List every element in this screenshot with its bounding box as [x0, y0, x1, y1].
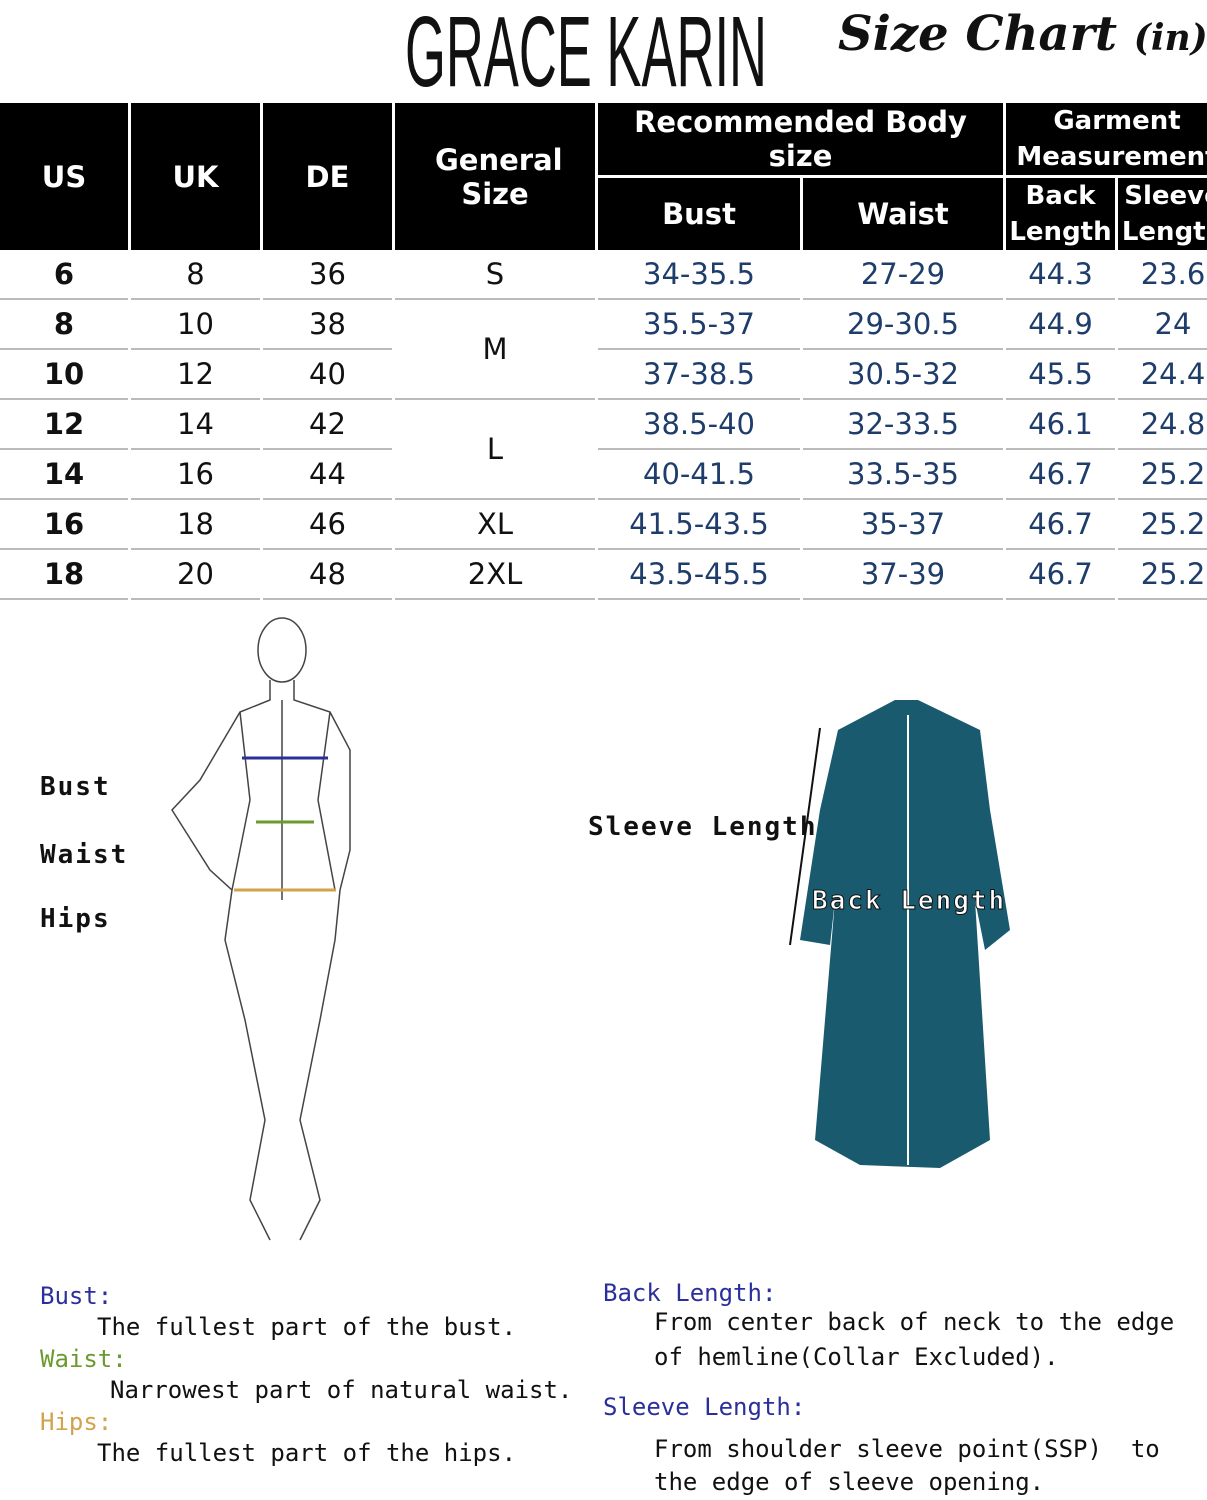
brand-text: GRACE KARIN [405, 0, 767, 96]
label-bust: Bust [40, 772, 111, 802]
def-waist-text: Narrowest part of natural waist. [110, 1376, 573, 1404]
def-hips-text: The fullest part of the hips. [97, 1439, 517, 1467]
cell-waist: 37-39 [803, 550, 1003, 600]
cell-bust: 38.5-40 [598, 400, 800, 450]
cell-de: 48 [263, 550, 392, 600]
table-row: 16 18 46 XL 41.5-43.5 35-37 46.7 25.2 [0, 500, 1207, 550]
cell-us: 14 [0, 450, 128, 500]
cell-uk: 20 [131, 550, 260, 600]
header-recommended: Recommended Body size [598, 100, 1003, 175]
cell-de: 44 [263, 450, 392, 500]
cell-back: 44.3 [1006, 250, 1115, 300]
table-row: 12 14 42 L 38.5-40 32-33.5 46.1 24.8 [0, 400, 1207, 500]
table-row: 10 12 40 37-38.5 30.5-32 45.5 24.4 [0, 350, 1207, 400]
cell-back: 44.9 [1006, 300, 1115, 350]
header-back-length: Back Length [1006, 175, 1115, 250]
cell-general: 2XL [395, 550, 595, 600]
cell-back: 46.7 [1006, 450, 1115, 500]
body-figure-icon [171, 617, 351, 1241]
label-waist: Waist [40, 840, 129, 870]
cell-waist: 29-30.5 [803, 300, 1003, 350]
cell-general: L [395, 400, 595, 500]
cell-uk: 12 [131, 350, 260, 400]
dress-icon [800, 700, 1010, 1168]
label-hips: Hips [40, 904, 111, 934]
cell-sleeve: 25.2 [1118, 550, 1207, 600]
cell-de: 42 [263, 400, 392, 450]
page-title: Size Chart (in) [838, 6, 1207, 62]
cell-waist: 32-33.5 [803, 400, 1003, 450]
brand-logo: GRACE KARIN [405, 0, 767, 96]
cell-us: 10 [0, 350, 128, 400]
cell-waist: 33.5-35 [803, 450, 1003, 500]
cell-sleeve: 24 [1118, 300, 1207, 350]
cell-uk: 10 [131, 300, 260, 350]
cell-waist: 30.5-32 [803, 350, 1003, 400]
def-bust-term: Bust: [40, 1282, 113, 1310]
def-hips-term: Hips: [40, 1408, 113, 1436]
cell-back: 46.7 [1006, 500, 1115, 550]
def-sleeve-text-1: From shoulder sleeve point(SSP) to [654, 1435, 1160, 1463]
cell-us: 8 [0, 300, 128, 350]
cell-back: 46.7 [1006, 550, 1115, 600]
cell-de: 46 [263, 500, 392, 550]
cell-us: 6 [0, 250, 128, 300]
cell-uk: 14 [131, 400, 260, 450]
cell-us: 18 [0, 550, 128, 600]
cell-back: 45.5 [1006, 350, 1115, 400]
label-back-length: Back Length [811, 886, 1007, 917]
cell-bust: 35.5-37 [598, 300, 800, 350]
table-row: 6 8 36 S 34-35.5 27-29 44.3 23.6 [0, 250, 1207, 300]
cell-bust: 37-38.5 [598, 350, 800, 400]
table-body: 6 8 36 S 34-35.5 27-29 44.3 23.6 8 10 38 M 35.5-37 29… [0, 250, 1207, 600]
cell-bust: 41.5-43.5 [598, 500, 800, 550]
cell-sleeve: 24.4 [1118, 350, 1207, 400]
cell-waist: 27-29 [803, 250, 1003, 300]
cell-general: M [395, 300, 595, 400]
cell-sleeve: 25.2 [1118, 500, 1207, 550]
table-row: 18 20 48 2XL 43.5-45.5 37-39 46.7 25.2 [0, 550, 1207, 600]
title-text: Size Chart [838, 6, 1118, 62]
illustrations [171, 617, 1010, 1241]
table-row: 14 16 44 40-41.5 33.5-35 46.7 25.2 [0, 450, 1207, 500]
cell-general: S [395, 250, 595, 300]
cell-de: 40 [263, 350, 392, 400]
label-sleeve-length: Sleeve Length [588, 812, 818, 842]
cell-uk: 18 [131, 500, 260, 550]
cell-sleeve: 23.6 [1118, 250, 1207, 300]
def-sleeve-term: Sleeve Length: [603, 1393, 806, 1421]
header-de: DE [263, 100, 392, 250]
header-waist: Waist [803, 175, 1003, 250]
cell-sleeve: 25.2 [1118, 450, 1207, 500]
header-garment: Garment Measurement [1006, 100, 1207, 175]
cell-uk: 16 [131, 450, 260, 500]
def-back-term: Back Length: [603, 1279, 777, 1307]
def-waist-term: Waist: [40, 1345, 127, 1373]
cell-bust: 43.5-45.5 [598, 550, 800, 600]
cell-de: 38 [263, 300, 392, 350]
table-row: 8 10 38 M 35.5-37 29-30.5 44.9 24 [0, 300, 1207, 400]
header-uk: UK [131, 100, 260, 250]
header-sleeve-length: Sleeve Length [1118, 175, 1207, 250]
sleeve-length-arrow [789, 727, 821, 946]
def-back-text-2: of hemline(Collar Excluded). [654, 1343, 1059, 1371]
def-bust-text: The fullest part of the bust. [97, 1313, 517, 1341]
def-back-text-1: From center back of neck to the edge [654, 1308, 1175, 1336]
cell-bust: 40-41.5 [598, 450, 800, 500]
cell-us: 12 [0, 400, 128, 450]
cell-bust: 34-35.5 [598, 250, 800, 300]
cell-sleeve: 24.8 [1118, 400, 1207, 450]
header-general-size: General Size [395, 100, 595, 250]
cell-back: 46.1 [1006, 400, 1115, 450]
size-table: US UK DE General Size Recommended Body s… [0, 100, 1207, 600]
def-sleeve-text-2: the edge of sleeve opening. [654, 1468, 1045, 1496]
cell-us: 16 [0, 500, 128, 550]
cell-uk: 8 [131, 250, 260, 300]
unit-text: (in) [1133, 17, 1207, 59]
cell-waist: 35-37 [803, 500, 1003, 550]
cell-de: 36 [263, 250, 392, 300]
cell-general: XL [395, 500, 595, 550]
header-bust: Bust [598, 175, 800, 250]
header-us: US [0, 100, 128, 250]
